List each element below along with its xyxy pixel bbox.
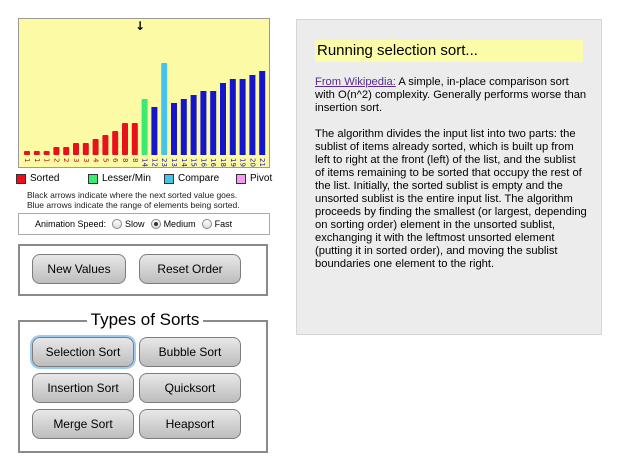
bar-label: 2 (52, 158, 60, 162)
bubble-sort-button[interactable]: Bubble Sort (139, 337, 241, 367)
bar-sorted (82, 143, 89, 155)
legend-sorted: Sorted (16, 173, 59, 184)
legend-pivot-label: Pivot (250, 173, 273, 184)
bar-sorted (92, 139, 99, 155)
heapsort-button[interactable]: Heapsort (139, 409, 241, 439)
bar-label: 14 (141, 158, 149, 167)
insertion-sort-button[interactable]: Insertion Sort (32, 373, 134, 403)
bar-label: 21 (258, 158, 266, 167)
bar-label: 3 (82, 158, 90, 162)
bar-label: 16 (199, 158, 207, 167)
legend-compare: Compare (164, 173, 219, 184)
bar-normal (259, 71, 266, 155)
speed-slow-radio[interactable] (112, 219, 123, 229)
legend-pivot: Pivot (236, 173, 272, 184)
speed-medium-option[interactable]: Medium (150, 219, 196, 229)
bar-sorted (53, 147, 60, 155)
sort-types-title: Types of Sorts (20, 310, 270, 330)
bar-label: 2 (62, 158, 70, 162)
value-controls: New Values Reset Order (18, 244, 268, 296)
bar-sorted (73, 143, 79, 155)
bar-label: 6 (111, 158, 119, 163)
sorted-swatch (16, 173, 26, 184)
description-panel: Running selection sort... From Wikipedia… (296, 19, 602, 335)
note-blue-arrows: Blue arrows indicate the range of elemen… (27, 200, 240, 210)
bar-label: 8 (131, 158, 139, 162)
legend-compare-label: Compare (178, 173, 220, 184)
bar-chart: ↓1 1 1 2 2 3 3 4 5 6 8 8 14 12 23 13 14 15 16 16 18 19 19 20 21 (23, 19, 266, 167)
bar-compare (161, 63, 168, 155)
speed-medium-label: Medium (163, 219, 196, 229)
next-position-arrow-icon: ↓ (135, 19, 145, 33)
bar-sorted (102, 135, 109, 155)
arrow-note: Black arrows indicate where the next sor… (27, 190, 277, 210)
speed-fast-option[interactable]: Fast (201, 219, 233, 229)
bar-label: 19 (239, 158, 247, 167)
bar-sorted (24, 151, 30, 155)
bar-sorted (63, 147, 70, 155)
speed-slow-label: Slow (125, 219, 145, 229)
compare-swatch (164, 173, 174, 184)
bar-label: 15 (190, 158, 198, 167)
legend-lesser: Lesser/Min (88, 173, 151, 184)
quicksort-button[interactable]: Quicksort (139, 373, 241, 403)
bar-normal (220, 83, 226, 155)
bar-label: 12 (150, 158, 158, 167)
description-detail: The algorithm divides the input list int… (315, 128, 587, 270)
pivot-swatch (236, 173, 246, 184)
bar-label: 23 (160, 158, 168, 167)
bar-label: 20 (248, 158, 256, 167)
bar-label: 13 (170, 158, 178, 167)
new-values-button[interactable]: New Values (32, 254, 126, 284)
description-body: From Wikipedia: A simple, in-place compa… (315, 76, 587, 284)
animation-speed: Animation Speed: Slow Medium Fast (18, 213, 270, 235)
sort-types-title-text: Types of Sorts (86, 310, 204, 329)
bar-normal (229, 79, 236, 155)
description-intro: From Wikipedia: A simple, in-place compa… (315, 76, 587, 115)
speed-fast-label: Fast (214, 219, 233, 229)
merge-sort-button[interactable]: Merge Sort (32, 409, 134, 439)
bar-normal (151, 107, 158, 155)
bar-normal (239, 79, 246, 155)
sort-visualization: ↓ 1 1 1 2 2 3 3 4 5 6 8 8 14 12 23 13 14 15 16 16 18 19 19 20 21 (18, 18, 270, 168)
bar-label: 14 (180, 158, 188, 167)
legend-lesser-label: Lesser/Min (102, 173, 151, 184)
bar-label: 1 (33, 158, 41, 162)
bar-label: 3 (72, 158, 80, 162)
speed-label: Animation Speed: (35, 219, 107, 229)
note-black-arrows: Black arrows indicate where the next sor… (27, 190, 238, 200)
legend: Sorted Lesser/Min Compare Pivot (14, 173, 276, 189)
description-intro-text: A simple, in-place comparison sort with … (315, 76, 587, 114)
bar-sorted (43, 151, 50, 155)
bar-sorted (33, 151, 40, 155)
bar-label: 16 (209, 158, 217, 167)
lesser-swatch (88, 173, 98, 184)
bar-sorted (131, 123, 138, 155)
bar-normal (171, 103, 177, 155)
bar-normal (190, 95, 197, 155)
bar-label: 18 (219, 158, 227, 167)
bar-sorted (122, 123, 128, 155)
bar-label: 1 (23, 158, 31, 162)
bar-normal (200, 91, 207, 155)
bar-label: 1 (43, 158, 51, 162)
bar-label: 19 (229, 158, 237, 167)
wikipedia-link[interactable]: From Wikipedia: (315, 76, 396, 88)
reset-order-button[interactable]: Reset Order (139, 254, 241, 284)
legend-sorted-label: Sorted (30, 173, 60, 184)
speed-medium-radio[interactable] (150, 219, 161, 229)
sort-types: Types of Sorts Selection Sort Bubble Sor… (18, 310, 268, 453)
bar-lesser (141, 99, 148, 155)
bar-label: 5 (101, 158, 109, 162)
bar-normal (210, 91, 217, 155)
bar-normal (180, 99, 187, 155)
speed-fast-radio[interactable] (201, 219, 212, 229)
bar-sorted (112, 131, 119, 155)
description-title: Running selection sort... (315, 40, 583, 62)
speed-slow-option[interactable]: Slow (112, 219, 145, 229)
selection-sort-button[interactable]: Selection Sort (32, 337, 134, 367)
bar-label: 8 (121, 158, 129, 162)
bar-label: 4 (92, 158, 100, 163)
bar-normal (249, 75, 256, 155)
